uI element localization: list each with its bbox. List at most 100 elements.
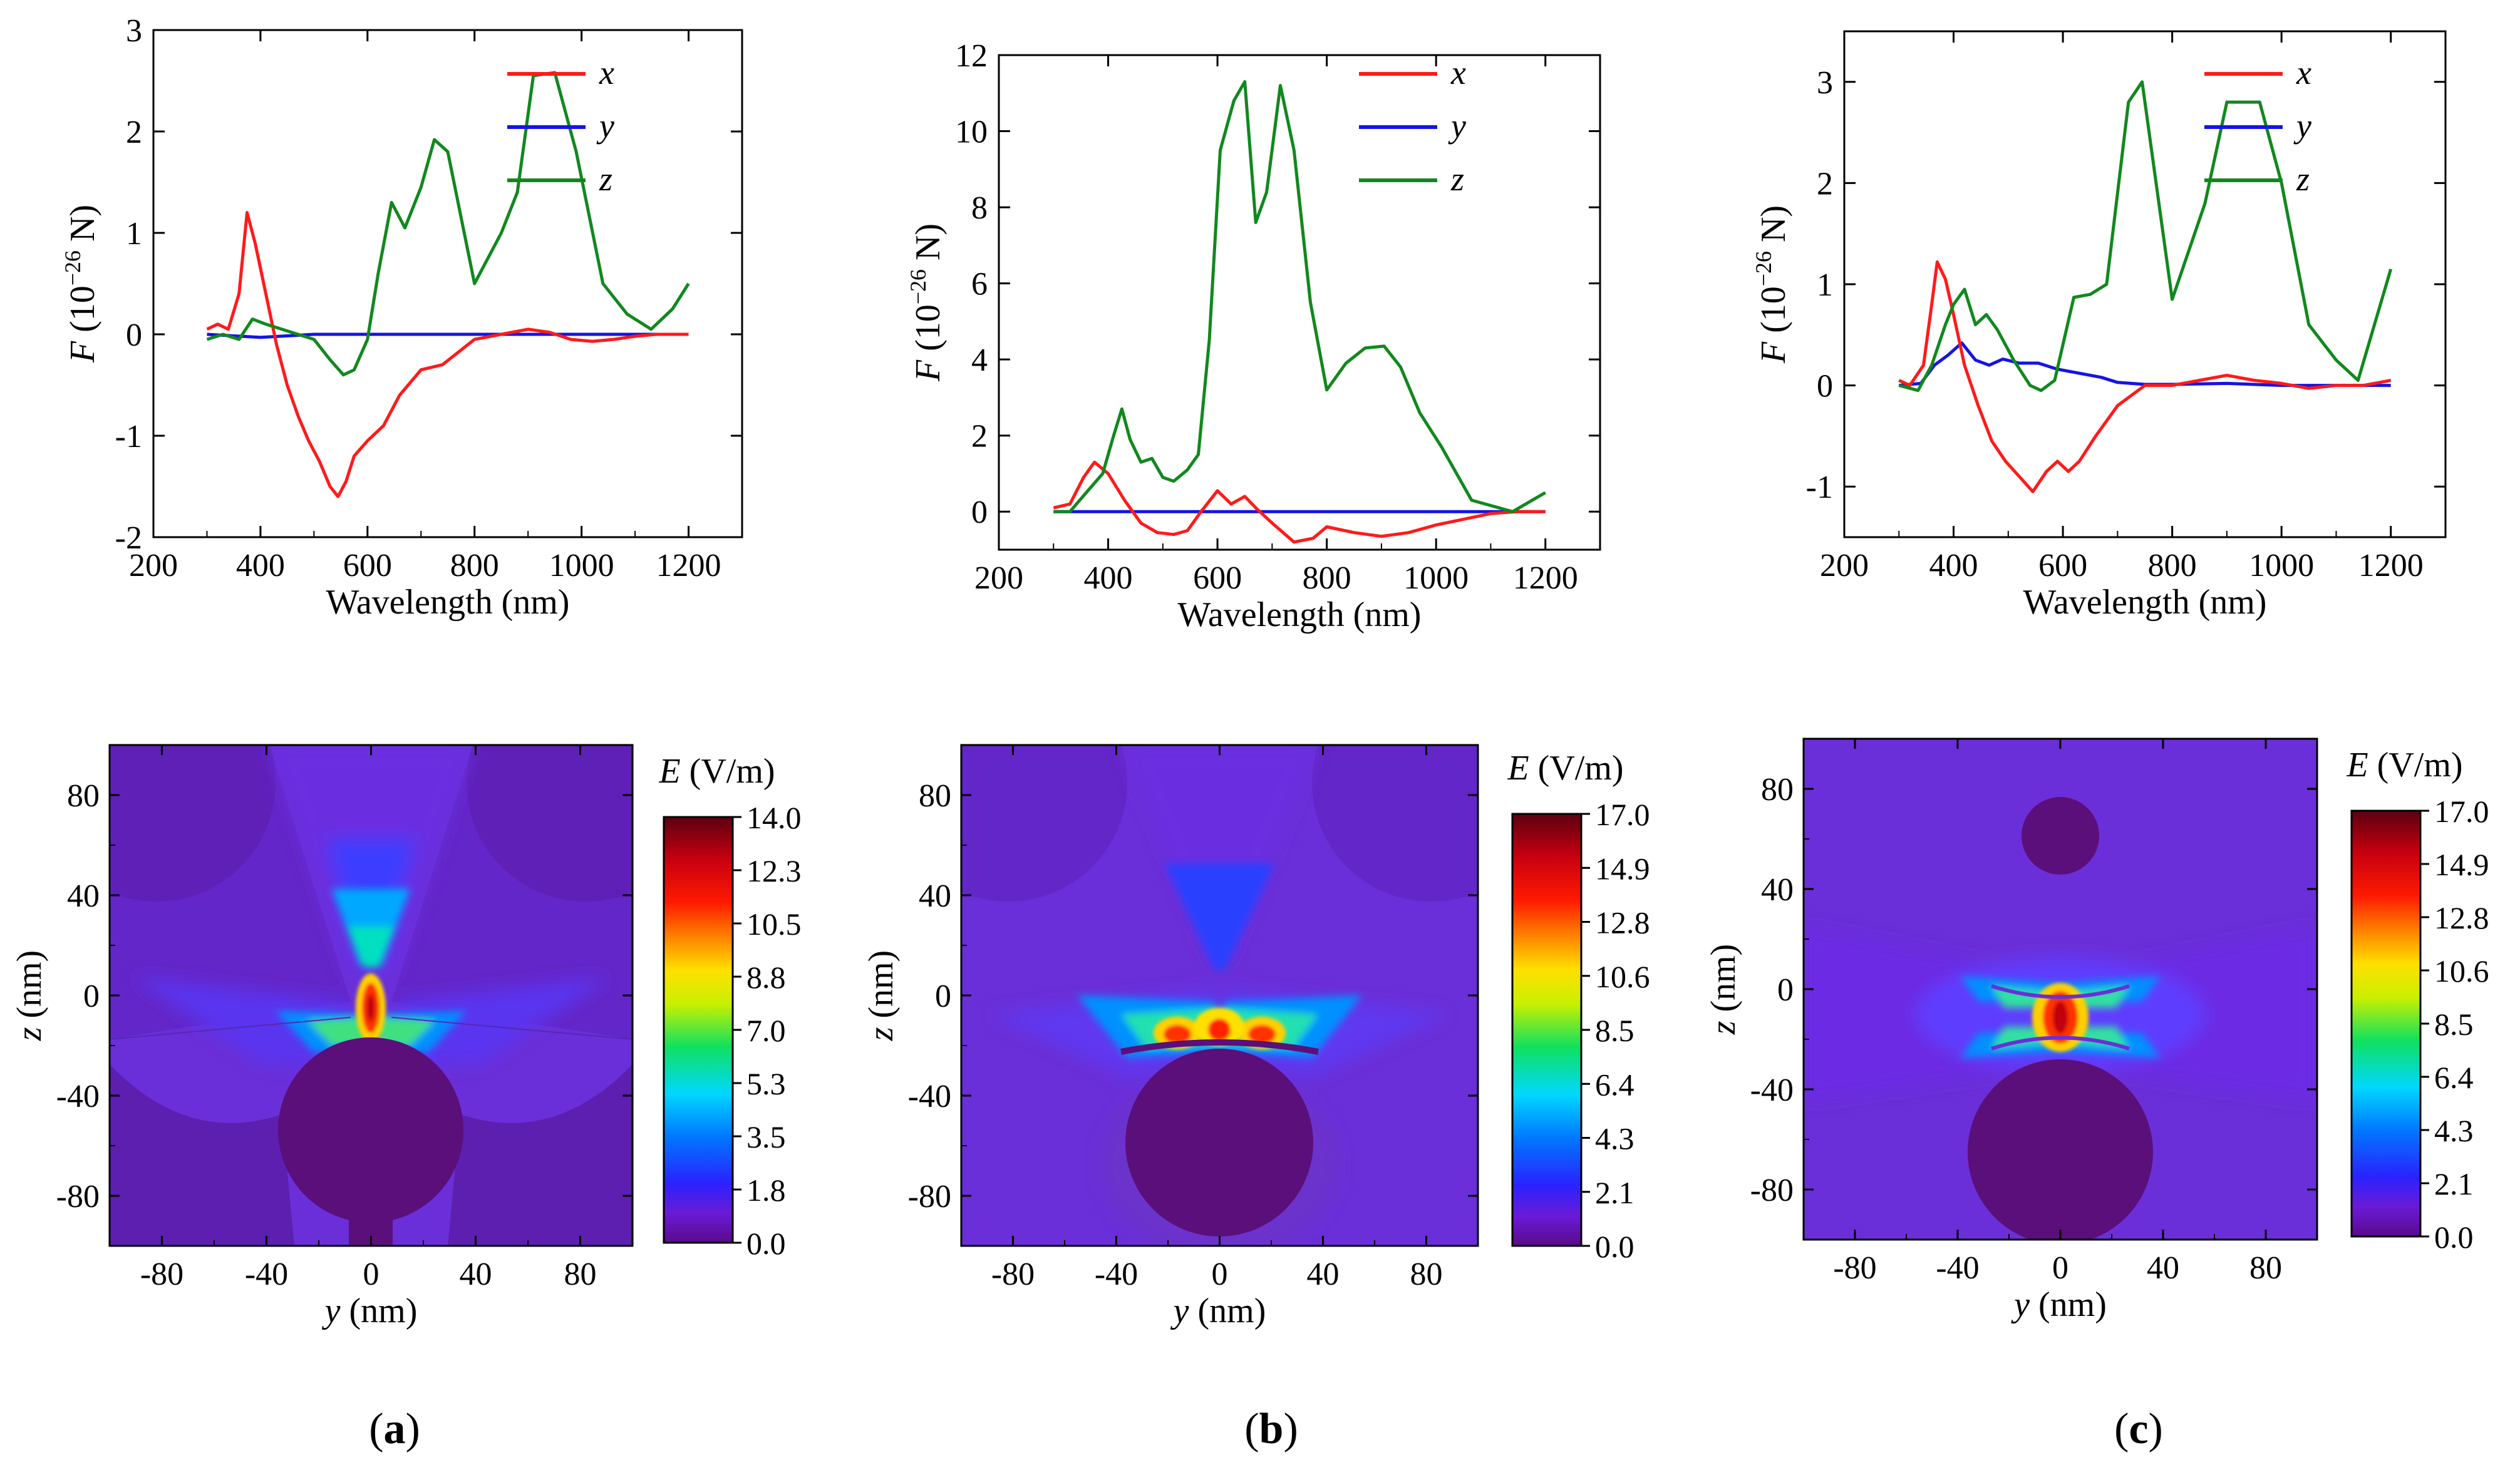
legend-label-x: x [2296, 54, 2311, 91]
colorbar-tick-label: 14.9 [1595, 851, 1650, 886]
y-label-var: F [1754, 341, 1793, 364]
hm-y-label-unit: (nm) [10, 950, 49, 1027]
line-chart-a: 200 400 600 800 1000 1200 -2 -1 0 1 2 3 Wavelength (… [60, 13, 743, 622]
colorbar-tick-label: 6.4 [2434, 1060, 2474, 1095]
colorbar-title-var: E [2346, 746, 2368, 784]
series-line-z [1898, 80, 2393, 393]
colorbar-tick-label: 4.3 [2434, 1113, 2474, 1148]
x-tick-label: 600 [1193, 560, 1242, 596]
y-tick-label: 2 [1817, 166, 1833, 202]
x-tick-label: 1000 [1403, 560, 1469, 596]
x-tick-label: 200 [1820, 548, 1869, 583]
colorbar-title: E (V/m) [1507, 749, 1623, 788]
x-tick-label: 1000 [2249, 548, 2314, 583]
colorbar-tick-label: 14.9 [2434, 847, 2489, 882]
y-axis-label: F (10−26 N) [1751, 205, 1793, 364]
x-tick-label: 400 [1084, 560, 1133, 596]
hm-x-label-unit: (nm) [2030, 1285, 2107, 1324]
x-tick-label: 600 [2038, 548, 2087, 583]
x-tick-label: 1000 [549, 548, 614, 583]
y-label-var: F [909, 359, 948, 382]
hm-y-axis-label: z (nm) [862, 950, 901, 1042]
y-tick-label: -2 [115, 520, 142, 556]
y-label-unit: (10 [1754, 286, 1793, 342]
hm-x-axis-label: y (nm) [1170, 1292, 1266, 1330]
hm-x-tick-label: 0 [1212, 1257, 1228, 1292]
y-label-unit: (10 [909, 304, 948, 360]
x-tick-label: 200 [974, 560, 1023, 596]
x-axis-label: Wavelength (nm) [2023, 583, 2267, 622]
y-tick-label: 3 [126, 13, 142, 49]
y-tick-label: 1 [126, 216, 142, 252]
colorbar-title: E (V/m) [2346, 746, 2462, 784]
colorbar-tick-label: 0.0 [1595, 1229, 1634, 1264]
hm-y-label-var: z [1704, 1020, 1743, 1035]
hm-x-tick-label: -40 [1095, 1257, 1138, 1292]
y-tick-label: 0 [1817, 369, 1833, 404]
hm-x-label-unit: (nm) [1189, 1292, 1266, 1330]
colorbar-title-var: E [658, 752, 680, 791]
series-group [1898, 80, 2393, 493]
panel-label-b: (b) [1244, 1405, 1298, 1453]
hm-y-tick-label: -80 [56, 1179, 100, 1215]
x-tick-label: 1200 [656, 548, 721, 583]
hm-y-label-unit: (nm) [862, 950, 901, 1027]
y-tick-label: 1 [1817, 267, 1833, 303]
panel-labels: (a) (b) (c) [369, 1405, 2163, 1453]
hm-x-label-var: y [2011, 1285, 2030, 1324]
series-group [1053, 80, 1546, 544]
hm-y-tick-label: -80 [1750, 1173, 1794, 1208]
legend-label-x: x [1450, 54, 1466, 91]
hm-x-tick-label: 80 [2249, 1250, 2282, 1286]
legend-label-z: z [1450, 160, 1464, 198]
colorbar-tick-label: 14.0 [746, 800, 802, 835]
series-line-x [1898, 260, 2392, 493]
legend-label-z: z [599, 160, 612, 198]
hm-y-tick-label: 40 [1761, 872, 1794, 908]
hm-y-label-var: z [862, 1027, 901, 1041]
panel-label-a: (a) [369, 1405, 420, 1453]
series-line-x [206, 211, 689, 498]
hm-x-axis-label: y (nm) [2011, 1285, 2107, 1324]
hm-x-tick-label: 0 [363, 1257, 380, 1292]
colorbar-tick-label: 6.4 [1595, 1067, 1634, 1102]
field-map-a [108, 744, 634, 1247]
y-label-end: N) [63, 205, 102, 250]
x-tick-label: 1200 [2358, 548, 2424, 583]
hm-x-tick-label: -80 [991, 1257, 1035, 1292]
legend-label-y: y [1448, 107, 1466, 145]
hm-x-axis-label: y (nm) [322, 1292, 418, 1330]
hm-y-tick-label: -40 [908, 1079, 951, 1114]
x-tick-label: 600 [343, 548, 392, 583]
x-axis-label: Wavelength (nm) [326, 583, 570, 622]
y-label-end: N) [909, 224, 948, 269]
hm-y-tick-label: -40 [56, 1079, 100, 1114]
y-label-unit: (10 [63, 285, 102, 341]
colorbar-tick-label: 10.5 [746, 907, 802, 942]
colorbar-title: E (V/m) [658, 752, 775, 791]
series-line-y [207, 332, 689, 339]
colorbar-tick-label: 17.0 [1595, 797, 1650, 832]
hm-y-tick-label: -40 [1750, 1072, 1794, 1108]
y-tick-label: 12 [955, 38, 988, 74]
hm-y-tick-label: 80 [67, 778, 100, 814]
y-axis-label: F (10−26 N) [906, 224, 948, 382]
y-tick-label: 4 [971, 342, 988, 378]
y-label-end: N) [1754, 205, 1793, 251]
hm-x-tick-label: 80 [1410, 1257, 1443, 1292]
y-tick-label: 10 [955, 115, 988, 150]
colorbar-tick-label: 10.6 [2434, 953, 2489, 989]
legend-label-y: y [596, 107, 614, 145]
x-tick-label: 400 [1929, 548, 1978, 583]
colorbar-title-unit: (V/m) [681, 752, 775, 791]
colorbar-title-var: E [1507, 749, 1529, 788]
colorbar-tick-label: 5.3 [746, 1066, 786, 1101]
hm-y-tick-label: 40 [919, 878, 951, 914]
colorbar-title-unit: (V/m) [2368, 746, 2463, 784]
hm-y-tick-label: -80 [908, 1179, 951, 1215]
hm-y-tick-label: 40 [67, 878, 100, 914]
x-tick-label: 800 [2148, 548, 2197, 583]
